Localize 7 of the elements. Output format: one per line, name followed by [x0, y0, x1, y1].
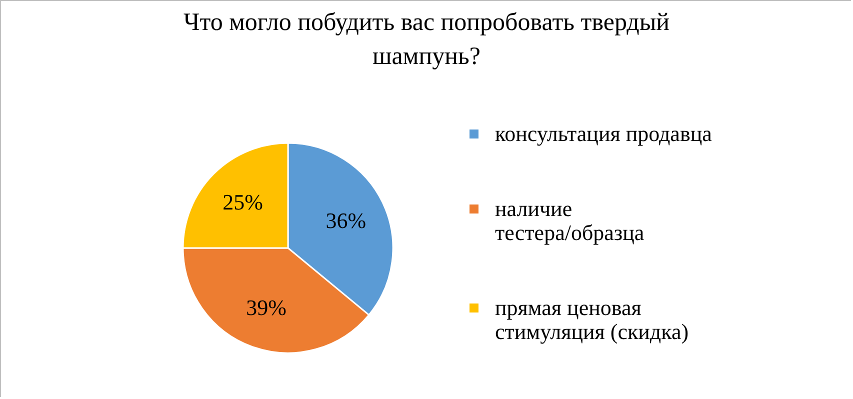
- data-label: 39%: [246, 295, 286, 320]
- chart-title: Что могло побудить вас попробовать твердый шампунь?: [183, 9, 670, 70]
- data-label: 25%: [222, 190, 263, 215]
- data-label: 36%: [326, 208, 366, 233]
- legend-label: наличие тестера/образца: [495, 196, 644, 245]
- legend-label: консультация продавца: [495, 121, 712, 146]
- legend-label: прямая ценовая стимуляция (скидка): [495, 295, 689, 344]
